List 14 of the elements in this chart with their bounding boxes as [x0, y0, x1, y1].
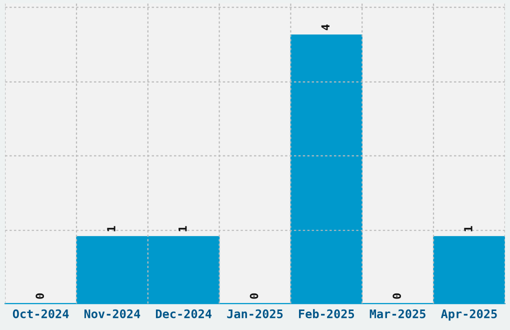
x-tick-label: Mar-2025 [370, 309, 426, 318]
data-label: 0 [250, 293, 258, 299]
data-label: 1 [107, 226, 116, 232]
data-label: 4 [321, 24, 330, 30]
data-label: 0 [392, 293, 402, 299]
x-tick-label: Feb-2025 [299, 309, 354, 318]
data-label: 1 [178, 226, 187, 232]
x-tick-label: Oct-2024 [12, 309, 69, 318]
x-tick-label: Jan-2025 [227, 309, 283, 318]
data-label: 0 [36, 293, 44, 299]
data-label: 1 [464, 226, 472, 232]
x-tick-label: Apr-2025 [440, 309, 497, 321]
x-tick-label: Dec-2024 [156, 309, 212, 318]
x-tick-label: Nov-2024 [84, 309, 140, 318]
